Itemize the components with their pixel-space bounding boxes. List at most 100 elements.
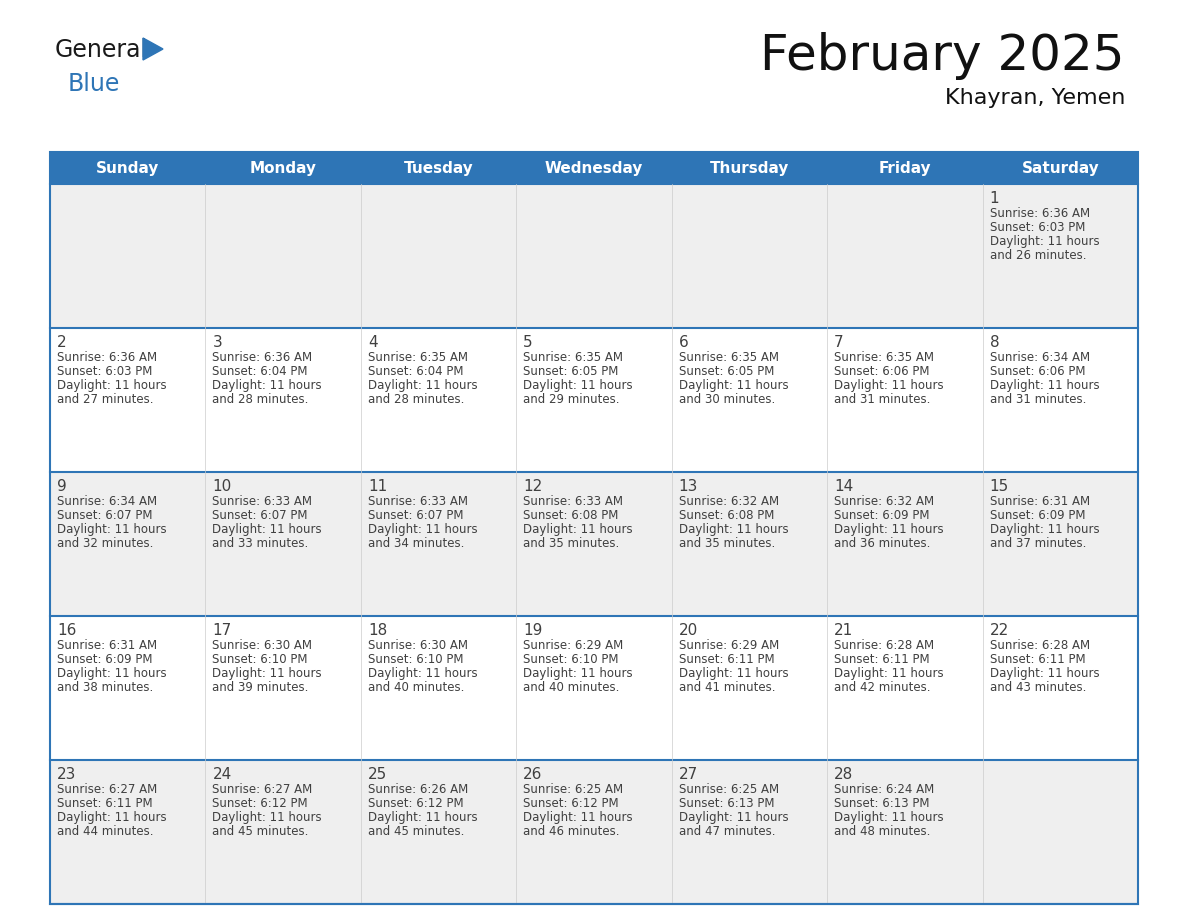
Text: Friday: Friday [879, 161, 931, 175]
Text: Sunset: 6:07 PM: Sunset: 6:07 PM [57, 509, 152, 522]
Text: and 42 minutes.: and 42 minutes. [834, 681, 930, 694]
Text: Sunset: 6:11 PM: Sunset: 6:11 PM [57, 797, 152, 810]
Bar [982, 184, 1138, 328]
Text: Khayran, Yemen: Khayran, Yemen [944, 88, 1125, 108]
Bar [982, 472, 1138, 616]
Text: and 33 minutes.: and 33 minutes. [213, 537, 309, 550]
Text: Sunrise: 6:31 AM: Sunrise: 6:31 AM [990, 495, 1089, 508]
Text: 20: 20 [678, 623, 699, 638]
Text: Sunrise: 6:29 AM: Sunrise: 6:29 AM [678, 639, 779, 652]
Text: Sunday: Sunday [96, 161, 159, 175]
Bar [206, 472, 361, 616]
Text: Sunrise: 6:35 AM: Sunrise: 6:35 AM [368, 351, 468, 364]
Text: Daylight: 11 hours: Daylight: 11 hours [990, 235, 1099, 248]
Text: Sunrise: 6:36 AM: Sunrise: 6:36 AM [213, 351, 312, 364]
Bar [361, 472, 517, 616]
Text: and 30 minutes.: and 30 minutes. [678, 393, 775, 406]
Text: Sunrise: 6:24 AM: Sunrise: 6:24 AM [834, 783, 935, 796]
Bar [671, 760, 827, 904]
Text: Daylight: 11 hours: Daylight: 11 hours [523, 811, 633, 824]
Text: Sunrise: 6:31 AM: Sunrise: 6:31 AM [57, 639, 157, 652]
Text: 4: 4 [368, 335, 378, 350]
Text: Daylight: 11 hours: Daylight: 11 hours [678, 523, 789, 536]
Text: 1: 1 [990, 191, 999, 206]
Text: Sunset: 6:04 PM: Sunset: 6:04 PM [213, 365, 308, 378]
Text: Sunset: 6:10 PM: Sunset: 6:10 PM [213, 653, 308, 666]
Text: Sunrise: 6:25 AM: Sunrise: 6:25 AM [523, 783, 624, 796]
Text: and 45 minutes.: and 45 minutes. [368, 825, 465, 838]
Text: Sunrise: 6:35 AM: Sunrise: 6:35 AM [834, 351, 934, 364]
Bar [206, 184, 361, 328]
Text: Sunset: 6:08 PM: Sunset: 6:08 PM [678, 509, 775, 522]
Text: Sunset: 6:09 PM: Sunset: 6:09 PM [834, 509, 930, 522]
Text: Sunset: 6:11 PM: Sunset: 6:11 PM [990, 653, 1085, 666]
Text: 19: 19 [523, 623, 543, 638]
Bar [50, 760, 206, 904]
Text: Sunrise: 6:27 AM: Sunrise: 6:27 AM [213, 783, 312, 796]
Bar [206, 616, 361, 760]
Text: Sunrise: 6:35 AM: Sunrise: 6:35 AM [523, 351, 624, 364]
Text: 15: 15 [990, 479, 1009, 494]
Text: Daylight: 11 hours: Daylight: 11 hours [213, 379, 322, 392]
Text: Sunset: 6:13 PM: Sunset: 6:13 PM [834, 797, 930, 810]
Bar [517, 328, 671, 472]
Text: Daylight: 11 hours: Daylight: 11 hours [834, 811, 943, 824]
Text: 22: 22 [990, 623, 1009, 638]
Text: 12: 12 [523, 479, 543, 494]
Bar [206, 760, 361, 904]
Text: Sunrise: 6:30 AM: Sunrise: 6:30 AM [213, 639, 312, 652]
Text: Daylight: 11 hours: Daylight: 11 hours [834, 667, 943, 680]
Text: Daylight: 11 hours: Daylight: 11 hours [213, 523, 322, 536]
Text: Daylight: 11 hours: Daylight: 11 hours [368, 667, 478, 680]
Text: Sunrise: 6:33 AM: Sunrise: 6:33 AM [523, 495, 624, 508]
Text: Sunrise: 6:28 AM: Sunrise: 6:28 AM [990, 639, 1089, 652]
Bar [517, 616, 671, 760]
Text: and 36 minutes.: and 36 minutes. [834, 537, 930, 550]
Text: 23: 23 [57, 767, 76, 782]
Text: Sunrise: 6:28 AM: Sunrise: 6:28 AM [834, 639, 934, 652]
Bar [50, 152, 1138, 904]
Text: 18: 18 [368, 623, 387, 638]
Text: and 31 minutes.: and 31 minutes. [990, 393, 1086, 406]
Bar [361, 760, 517, 904]
Text: Daylight: 11 hours: Daylight: 11 hours [523, 523, 633, 536]
Text: and 26 minutes.: and 26 minutes. [990, 249, 1086, 262]
Text: 16: 16 [57, 623, 76, 638]
Bar [827, 616, 982, 760]
Text: 24: 24 [213, 767, 232, 782]
Text: Saturday: Saturday [1022, 161, 1099, 175]
Text: Sunset: 6:10 PM: Sunset: 6:10 PM [523, 653, 619, 666]
Bar [827, 328, 982, 472]
Text: 8: 8 [990, 335, 999, 350]
Text: Monday: Monday [249, 161, 317, 175]
Text: 3: 3 [213, 335, 222, 350]
Text: 9: 9 [57, 479, 67, 494]
Text: and 40 minutes.: and 40 minutes. [368, 681, 465, 694]
Text: and 31 minutes.: and 31 minutes. [834, 393, 930, 406]
Text: Sunset: 6:12 PM: Sunset: 6:12 PM [523, 797, 619, 810]
Text: and 46 minutes.: and 46 minutes. [523, 825, 620, 838]
Text: Sunset: 6:04 PM: Sunset: 6:04 PM [368, 365, 463, 378]
Text: Sunset: 6:06 PM: Sunset: 6:06 PM [834, 365, 930, 378]
Text: and 28 minutes.: and 28 minutes. [213, 393, 309, 406]
Text: 10: 10 [213, 479, 232, 494]
Text: Daylight: 11 hours: Daylight: 11 hours [678, 811, 789, 824]
Text: Sunrise: 6:33 AM: Sunrise: 6:33 AM [213, 495, 312, 508]
Text: Tuesday: Tuesday [404, 161, 474, 175]
Text: Blue: Blue [68, 72, 120, 96]
Bar [361, 616, 517, 760]
Bar [517, 760, 671, 904]
Text: and 29 minutes.: and 29 minutes. [523, 393, 620, 406]
Text: Daylight: 11 hours: Daylight: 11 hours [368, 379, 478, 392]
Text: Sunrise: 6:26 AM: Sunrise: 6:26 AM [368, 783, 468, 796]
Bar [827, 184, 982, 328]
Bar [50, 472, 206, 616]
Bar [361, 184, 517, 328]
Text: 13: 13 [678, 479, 699, 494]
Text: Sunset: 6:09 PM: Sunset: 6:09 PM [57, 653, 152, 666]
Text: Daylight: 11 hours: Daylight: 11 hours [990, 523, 1099, 536]
Text: Sunrise: 6:36 AM: Sunrise: 6:36 AM [57, 351, 157, 364]
Text: Sunset: 6:11 PM: Sunset: 6:11 PM [834, 653, 930, 666]
Text: Daylight: 11 hours: Daylight: 11 hours [678, 379, 789, 392]
Text: and 41 minutes.: and 41 minutes. [678, 681, 776, 694]
